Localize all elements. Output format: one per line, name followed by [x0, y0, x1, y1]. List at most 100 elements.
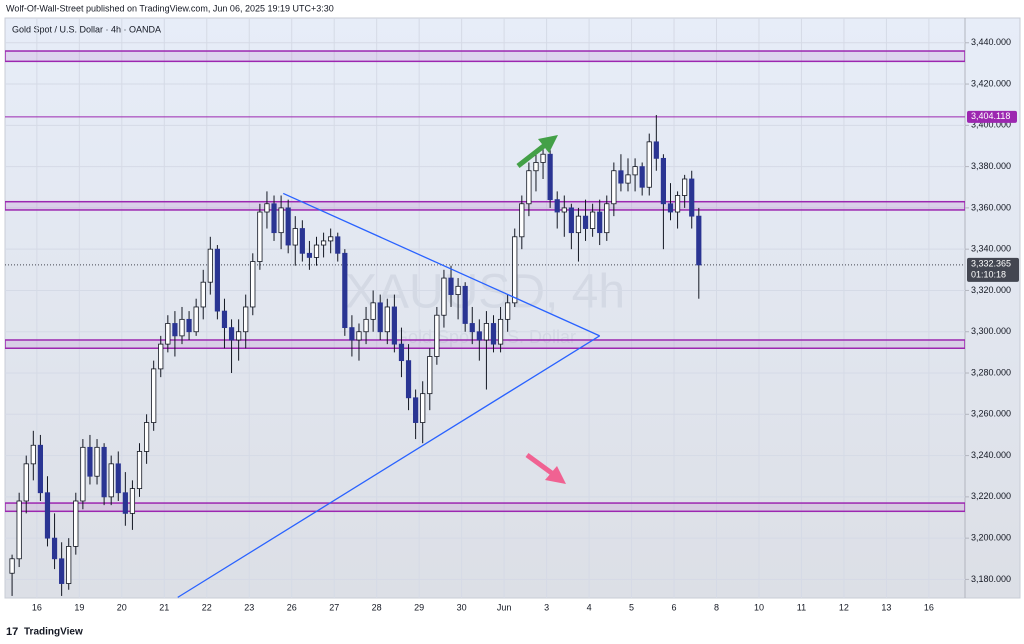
- x-tick-label: 8: [714, 602, 719, 612]
- candle-body: [674, 195, 681, 213]
- publish-header: Wolf-Of-Wall-Street published on Trading…: [6, 3, 334, 13]
- candle-body: [497, 318, 504, 345]
- candle-body: [682, 178, 688, 196]
- plot-background: [4, 17, 1021, 599]
- candle-body: [143, 422, 150, 452]
- candle-body: [398, 343, 405, 362]
- y-tick-label: 3,280.000: [971, 367, 1011, 377]
- x-tick-label: 21: [159, 602, 169, 612]
- candle-body: [335, 236, 341, 254]
- candle-body: [250, 261, 256, 308]
- candle-body: [462, 285, 468, 324]
- x-tick-label: 10: [754, 602, 764, 612]
- candle-body: [434, 314, 440, 357]
- candle-body: [306, 252, 313, 258]
- candle-body: [94, 446, 100, 477]
- x-tick-label: 23: [244, 602, 254, 612]
- y-tick-label: 3,200.000: [971, 533, 1011, 543]
- candle-body: [73, 500, 79, 547]
- candle-body: [122, 492, 128, 514]
- zone: [5, 339, 965, 349]
- candle-body: [554, 199, 560, 213]
- candle-body: [625, 174, 631, 184]
- watermark: XAUUSD, 4h: [345, 266, 625, 319]
- candle-body: [51, 537, 58, 560]
- candle-body: [278, 207, 284, 234]
- candle-body: [660, 157, 667, 205]
- candle-body: [384, 306, 390, 333]
- candle-body: [221, 310, 228, 329]
- candle-body: [597, 211, 603, 234]
- candle-body: [689, 178, 695, 217]
- candle-body: [44, 492, 51, 539]
- x-tick-label: 6: [672, 602, 677, 612]
- candle-body: [568, 207, 574, 234]
- price-label: 3,332.365: [971, 258, 1011, 268]
- candle-body: [519, 203, 525, 238]
- high-label-box: [967, 110, 1017, 123]
- candle-body: [575, 215, 582, 234]
- candle-body: [363, 318, 369, 333]
- x-tick-label: 27: [329, 602, 339, 612]
- candle-body: [30, 444, 36, 465]
- zone: [5, 200, 965, 211]
- x-tick-label: 28: [372, 602, 382, 612]
- candle-body: [101, 446, 107, 498]
- pink-arrow: [525, 452, 566, 484]
- candle-body: [611, 170, 617, 205]
- candle-body: [540, 153, 546, 163]
- candle-body: [179, 318, 185, 337]
- y-tick-label: 3,440.000: [971, 37, 1011, 47]
- y-tick-label: 3,340.000: [971, 244, 1011, 254]
- x-tick-label: 3: [544, 602, 549, 612]
- candle-body: [526, 170, 532, 205]
- candle-body: [285, 207, 291, 246]
- y-tick-label: 3,240.000: [971, 450, 1011, 460]
- logo-mark: 17: [6, 626, 18, 638]
- candle-body: [313, 244, 320, 258]
- candle-body: [413, 397, 419, 423]
- y-tick-label: 3,320.000: [971, 285, 1011, 295]
- candle-body: [129, 488, 136, 514]
- candle-body: [342, 252, 348, 329]
- candle-body: [533, 162, 539, 172]
- candle-body: [214, 248, 220, 312]
- candle-body: [582, 215, 589, 229]
- candle-body: [469, 323, 475, 333]
- zone: [5, 50, 965, 63]
- candle-body: [547, 153, 553, 201]
- trendline: [177, 335, 601, 598]
- candle-body: [16, 500, 22, 560]
- green-arrow: [516, 135, 558, 168]
- plot-layer: 3,180.000 3,200.000 3,220.000 3,240.000 3,26…: [5, 18, 1019, 612]
- candle-body: [604, 203, 610, 234]
- x-tick-label: 5: [629, 602, 634, 612]
- y-tick-label: 3,420.000: [971, 78, 1011, 88]
- candle-body: [115, 463, 121, 494]
- price-countdown: 01:10:18: [971, 269, 1006, 279]
- plot-area: [5, 18, 965, 598]
- candle-body: [441, 277, 447, 316]
- candle-body: [427, 356, 433, 395]
- x-tick-label: 13: [881, 602, 891, 612]
- zone: [5, 502, 965, 513]
- x-tick-label: 16: [924, 602, 934, 612]
- x-tick-label: Jun: [497, 602, 512, 612]
- candle-body: [356, 331, 362, 341]
- candle-body: [207, 248, 213, 283]
- candle-body: [561, 207, 567, 213]
- y-tick-label: 3,300.000: [971, 326, 1011, 336]
- candle-body: [512, 236, 518, 304]
- candle-body: [228, 327, 235, 341]
- candle-body: [590, 211, 596, 229]
- candle-body: [243, 306, 249, 333]
- x-tick-label: 11: [797, 602, 806, 612]
- candle-body: [37, 444, 43, 494]
- candle-body: [483, 323, 490, 341]
- x-tick-label: 20: [117, 602, 127, 612]
- x-tick-label: 22: [202, 602, 212, 612]
- x-tick-label: 26: [287, 602, 297, 612]
- candle-body: [165, 323, 171, 345]
- candle-body: [405, 360, 412, 399]
